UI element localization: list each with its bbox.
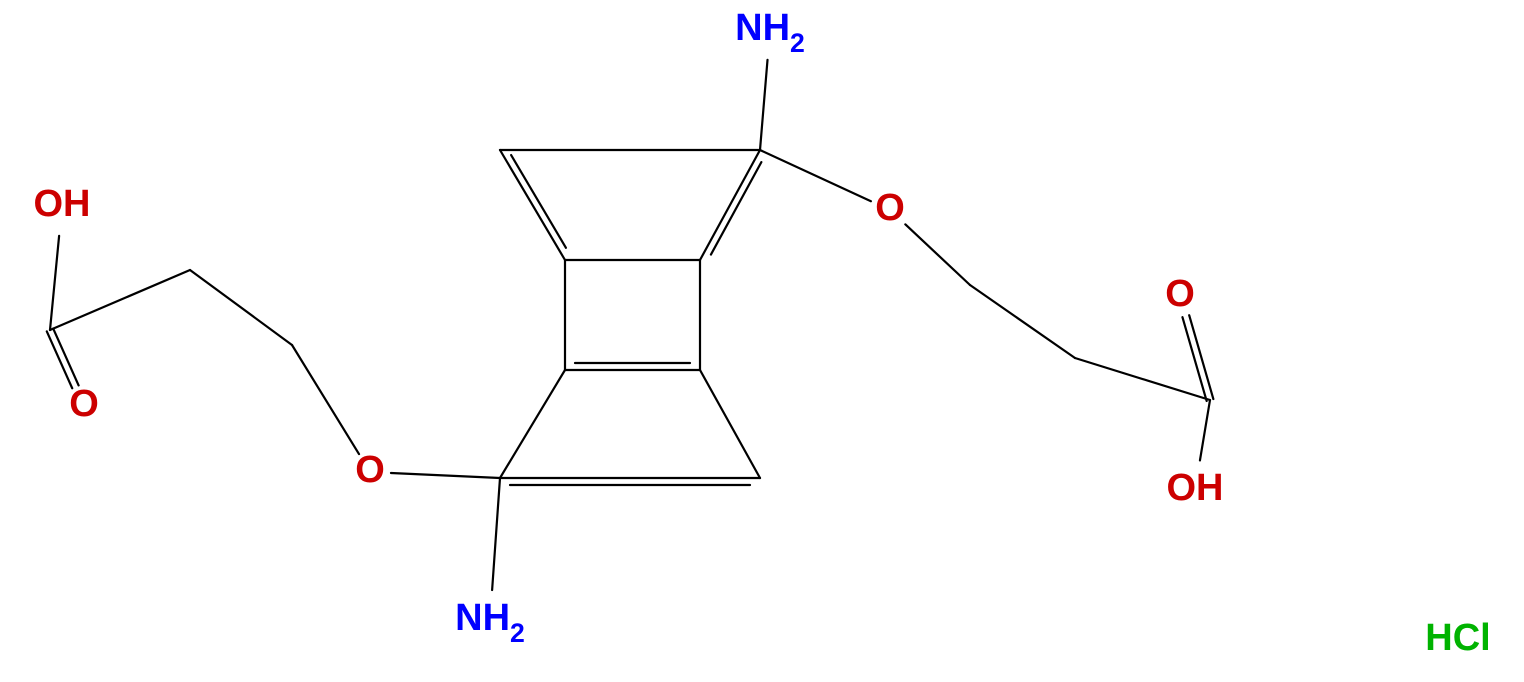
- bond-line: [511, 155, 566, 248]
- bonds: [47, 60, 1214, 590]
- atom-labels: OH O O NH2 NH2 O O OH HCl: [34, 7, 1491, 659]
- bond-line: [760, 150, 871, 201]
- atom-N-label: NH2: [455, 597, 525, 648]
- bond-line: [1200, 400, 1210, 460]
- atom-O-label: O: [1165, 273, 1195, 315]
- bond-line: [492, 478, 500, 590]
- bond-line: [700, 370, 760, 478]
- bond-line: [905, 224, 970, 285]
- bond-line: [1075, 358, 1210, 400]
- atom-N-label: NH2: [735, 7, 805, 58]
- bond-line: [700, 150, 760, 260]
- bond-line: [1182, 317, 1206, 401]
- bond-line: [970, 285, 1075, 358]
- bond-line: [1189, 315, 1213, 399]
- bond-line: [50, 236, 59, 330]
- molecule-svg: OH O O NH2 NH2 O O OH HCl: [0, 0, 1524, 682]
- bond-line: [47, 331, 72, 388]
- bond-line: [53, 329, 78, 386]
- atom-Cl-label: HCl: [1425, 617, 1490, 659]
- bond-line: [500, 370, 565, 478]
- molecule-diagram: OH O O NH2 NH2 O O OH HCl: [0, 0, 1524, 682]
- atom-O-label: O: [875, 187, 905, 229]
- bond-line: [500, 150, 565, 260]
- bond-line: [760, 60, 768, 150]
- bond-line: [292, 345, 359, 454]
- atom-O-label: OH: [1167, 467, 1224, 509]
- bond-line: [711, 162, 761, 254]
- bond-line: [50, 270, 190, 330]
- atom-O-label: O: [355, 449, 385, 491]
- bond-line: [391, 473, 500, 478]
- atom-O-label: O: [69, 383, 99, 425]
- atom-O-label: OH: [34, 183, 91, 225]
- bond-line: [190, 270, 292, 345]
